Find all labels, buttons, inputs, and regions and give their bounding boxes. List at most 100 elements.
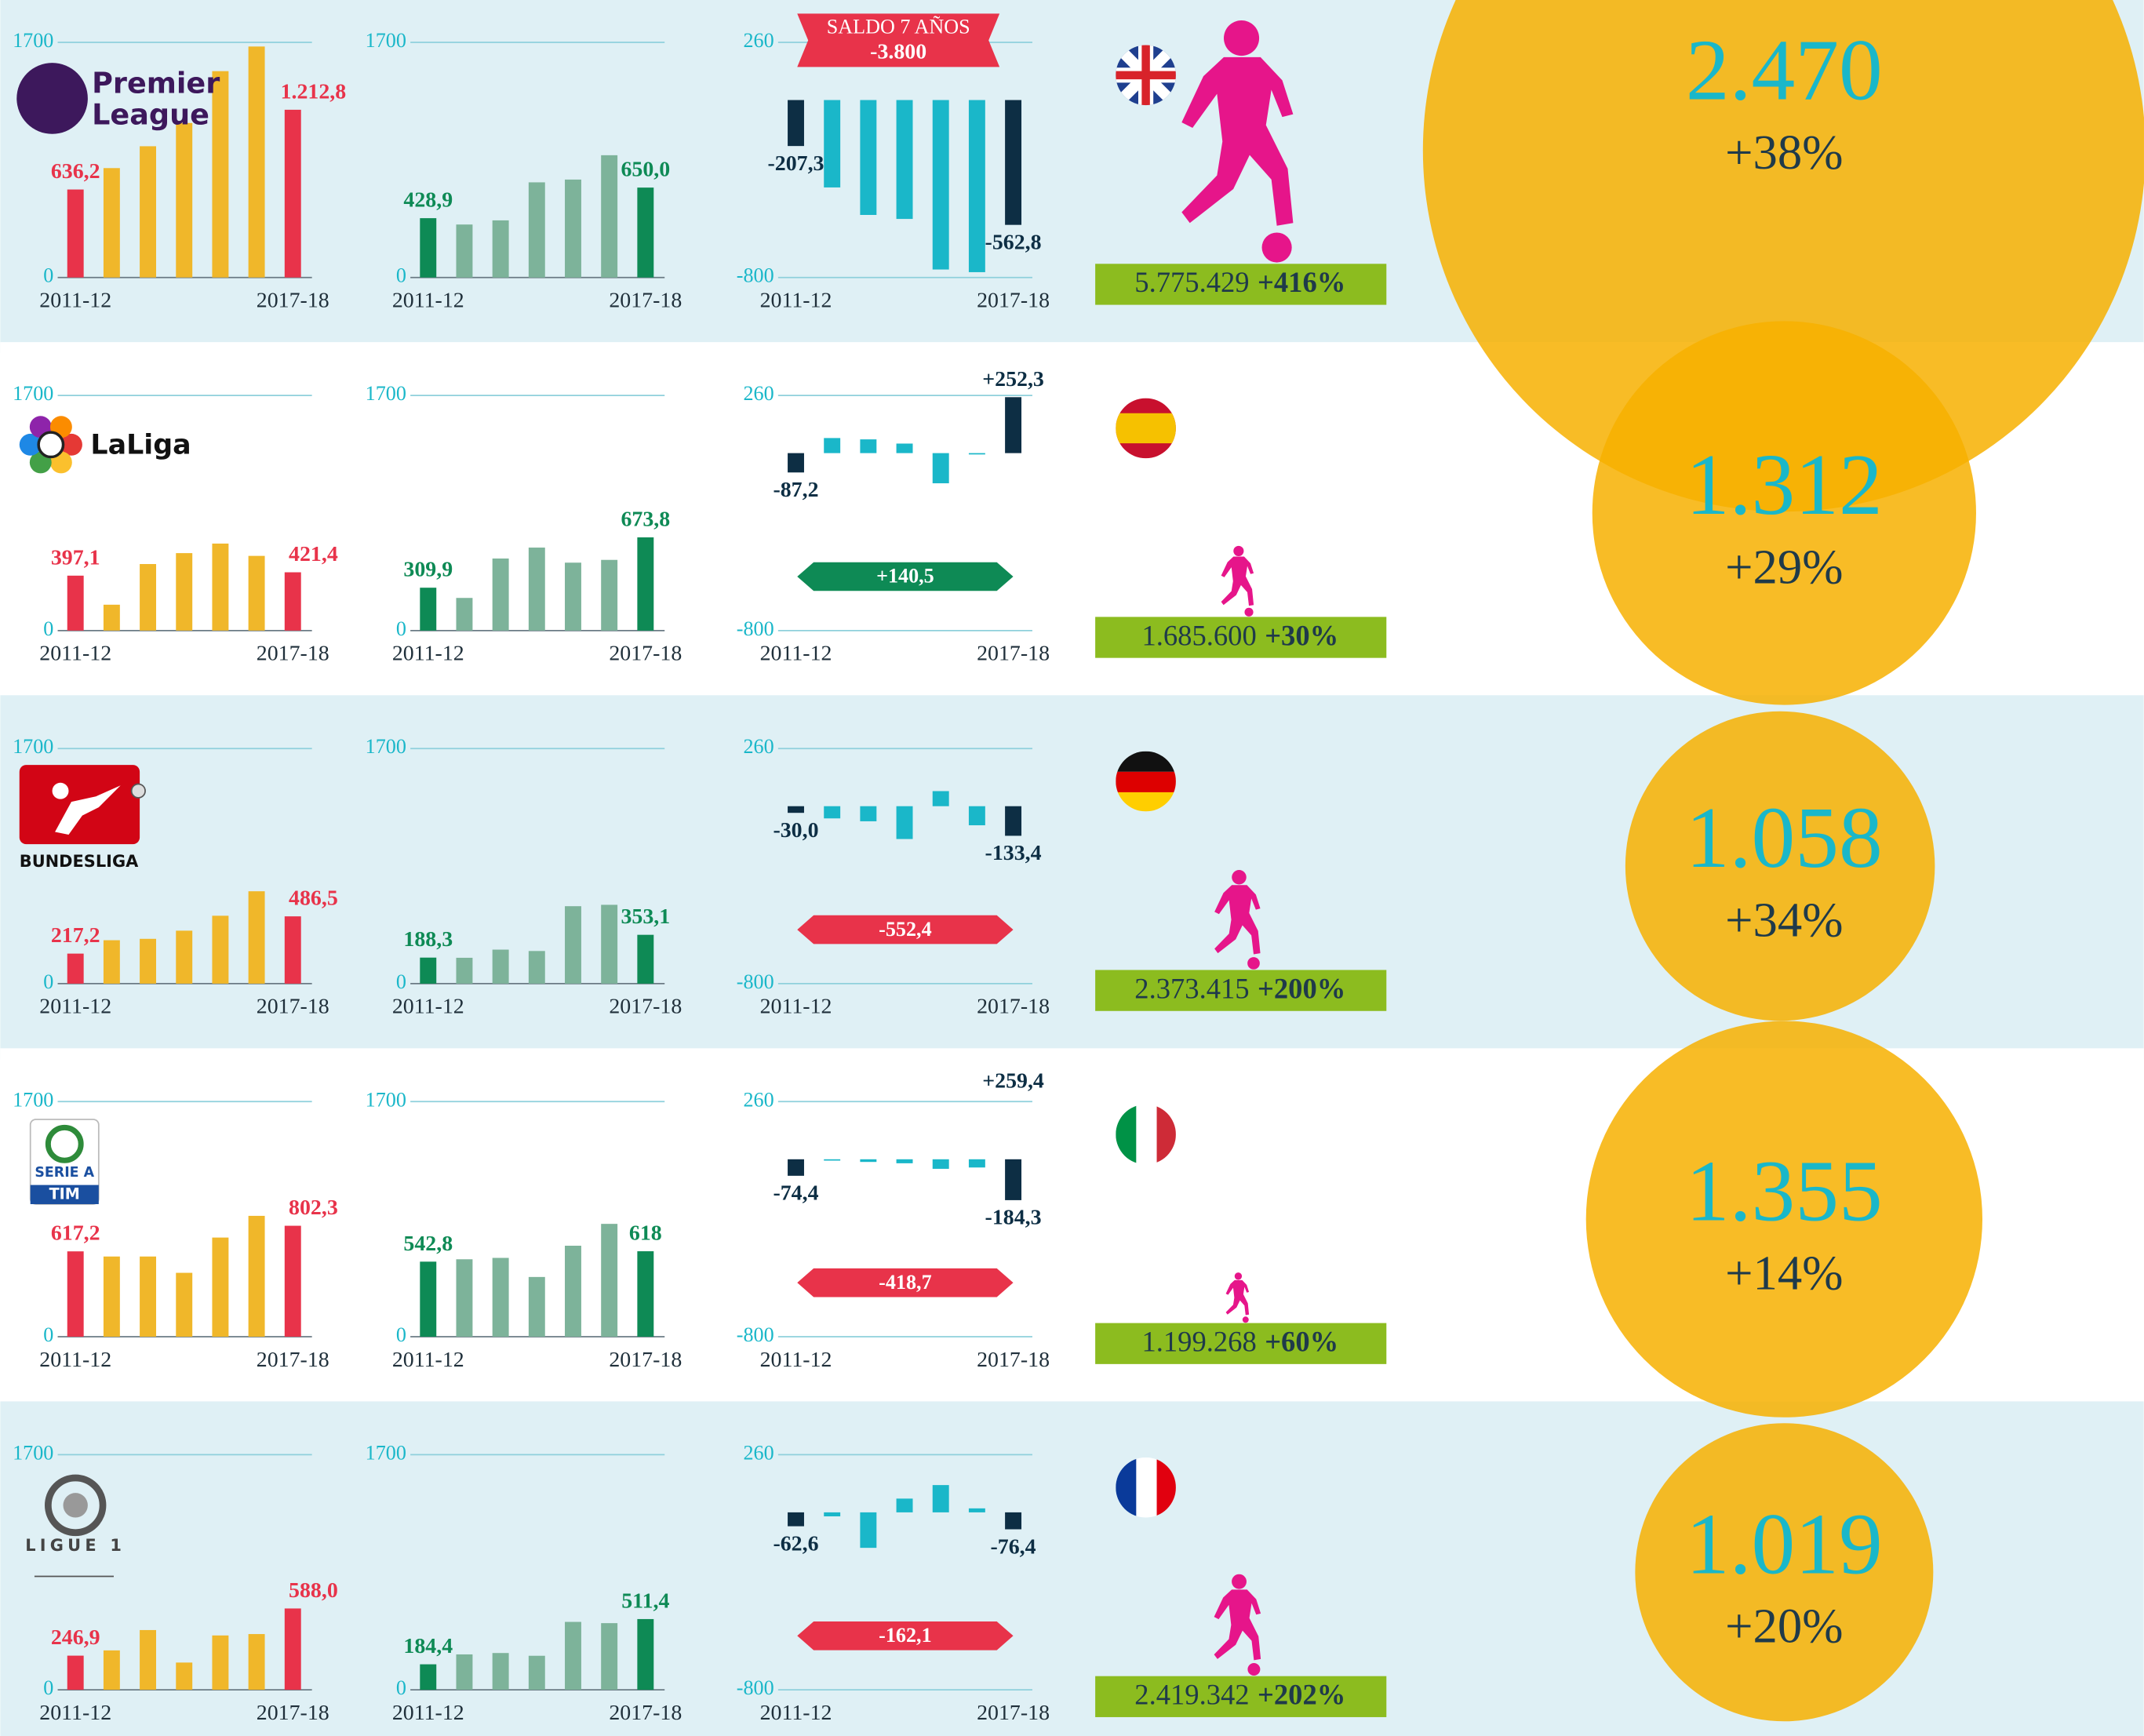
bar bbox=[860, 1512, 876, 1548]
bar bbox=[104, 1650, 120, 1690]
bar bbox=[285, 1608, 301, 1690]
bar bbox=[249, 1634, 265, 1690]
value-label: 309,9 bbox=[403, 558, 453, 582]
bar bbox=[249, 556, 265, 631]
bar bbox=[601, 1623, 617, 1690]
player-head bbox=[1232, 870, 1247, 885]
bubble-value: 1.019 bbox=[1686, 1496, 1883, 1592]
x-tick-label: 2017-18 bbox=[977, 288, 1050, 312]
league-logo: BUNDESLIGA bbox=[20, 765, 145, 871]
bar bbox=[212, 1636, 228, 1690]
x-tick-label: 2017-18 bbox=[609, 1701, 682, 1725]
value-label: 246,9 bbox=[51, 1625, 100, 1650]
infographic: 017002011-12636,22017-181.212,8017002011… bbox=[0, 0, 2144, 1736]
x-tick-label: 2017-18 bbox=[609, 1348, 682, 1372]
bubble-value: 2.470 bbox=[1686, 23, 1883, 119]
bar bbox=[140, 1630, 156, 1690]
bar bbox=[565, 906, 581, 984]
page: 017002011-12636,22017-181.212,8017002011… bbox=[0, 0, 2144, 1736]
bar bbox=[637, 1251, 653, 1337]
bar bbox=[933, 453, 949, 483]
bar bbox=[824, 1159, 840, 1161]
y-tick-label: 0 bbox=[396, 1676, 406, 1699]
attendance-change: +416% bbox=[1258, 267, 1345, 299]
logo-text: LaLiga bbox=[90, 430, 191, 461]
value-label: 617,2 bbox=[51, 1221, 100, 1246]
bubble-value: 1.355 bbox=[1686, 1143, 1883, 1239]
bar bbox=[104, 605, 120, 631]
x-tick-label: 2017-18 bbox=[257, 1348, 329, 1372]
attendance-value: 1.199.268 bbox=[1141, 1326, 1256, 1358]
player-ball bbox=[1243, 1316, 1249, 1323]
y-tick-label: 0 bbox=[396, 617, 406, 640]
value-label: 428,9 bbox=[403, 188, 453, 213]
y-tick-label: 1700 bbox=[366, 382, 406, 405]
bar bbox=[285, 110, 301, 278]
bar bbox=[140, 146, 156, 277]
attendance-text: 5.775.429+416% bbox=[1134, 267, 1345, 299]
y-tick-label: 0 bbox=[43, 1323, 53, 1346]
bar bbox=[67, 190, 84, 278]
x-tick-label: 2017-18 bbox=[609, 288, 682, 312]
x-tick-label: 2017-18 bbox=[977, 1701, 1050, 1725]
bar bbox=[601, 1224, 617, 1337]
bar bbox=[249, 46, 265, 277]
x-tick-label: 2017-18 bbox=[257, 1701, 329, 1725]
value-label: 588,0 bbox=[289, 1578, 338, 1603]
flag-part bbox=[1136, 1458, 1156, 1518]
flag bbox=[1116, 45, 1176, 106]
bar bbox=[420, 218, 436, 278]
y-tick-label: 0 bbox=[43, 1676, 53, 1699]
logo-emblem bbox=[16, 63, 88, 134]
flag bbox=[1116, 752, 1176, 812]
bar bbox=[788, 100, 804, 147]
y-tick-label: 0 bbox=[396, 264, 406, 287]
bar bbox=[565, 1622, 581, 1691]
x-tick-label: 2011-12 bbox=[39, 642, 111, 666]
bar bbox=[1005, 1512, 1021, 1530]
value-label: 353,1 bbox=[621, 904, 670, 929]
banner-title: SALDO 7 AÑOS bbox=[827, 16, 970, 38]
flag-part bbox=[1116, 413, 1176, 443]
banner-value: -162,1 bbox=[879, 1624, 931, 1647]
bar bbox=[860, 439, 876, 453]
value-label: -562,8 bbox=[985, 230, 1042, 254]
x-tick-label: 2011-12 bbox=[760, 1348, 832, 1372]
y-tick-label: 1700 bbox=[366, 29, 406, 52]
value-label: -184,3 bbox=[985, 1206, 1042, 1230]
x-tick-label: 2011-12 bbox=[760, 288, 832, 312]
value-label: -62,6 bbox=[773, 1531, 818, 1556]
y-tick-label: 260 bbox=[743, 1088, 774, 1111]
bar bbox=[601, 904, 617, 983]
bubble-change: +20% bbox=[1725, 1599, 1843, 1654]
y-tick-label: -800 bbox=[737, 617, 774, 640]
value-label: -74,4 bbox=[773, 1181, 818, 1206]
x-tick-label: 2011-12 bbox=[392, 642, 464, 666]
bar bbox=[824, 806, 840, 819]
bar bbox=[969, 100, 985, 272]
y-tick-label: 1700 bbox=[13, 1441, 53, 1464]
bar bbox=[140, 939, 156, 984]
bar bbox=[824, 1512, 840, 1516]
attendance-value: 1.685.600 bbox=[1141, 620, 1256, 652]
player-ball bbox=[1244, 608, 1253, 617]
x-tick-label: 2011-12 bbox=[392, 288, 464, 312]
value-label: -133,4 bbox=[985, 841, 1042, 865]
bar bbox=[456, 1259, 472, 1337]
x-tick-label: 2011-12 bbox=[392, 1348, 464, 1372]
bar bbox=[1005, 100, 1021, 225]
player-ball bbox=[1247, 1663, 1260, 1676]
value-label: 188,3 bbox=[403, 927, 453, 952]
y-tick-label: 0 bbox=[43, 970, 53, 993]
bar bbox=[212, 544, 228, 631]
bar bbox=[140, 564, 156, 631]
bar bbox=[933, 1159, 949, 1169]
bar bbox=[565, 562, 581, 631]
bar bbox=[456, 598, 472, 631]
bar bbox=[493, 1653, 509, 1690]
bar bbox=[788, 806, 804, 813]
value-label: 511,4 bbox=[621, 1589, 669, 1613]
y-tick-label: -800 bbox=[737, 970, 774, 993]
player-ball bbox=[1262, 232, 1292, 262]
